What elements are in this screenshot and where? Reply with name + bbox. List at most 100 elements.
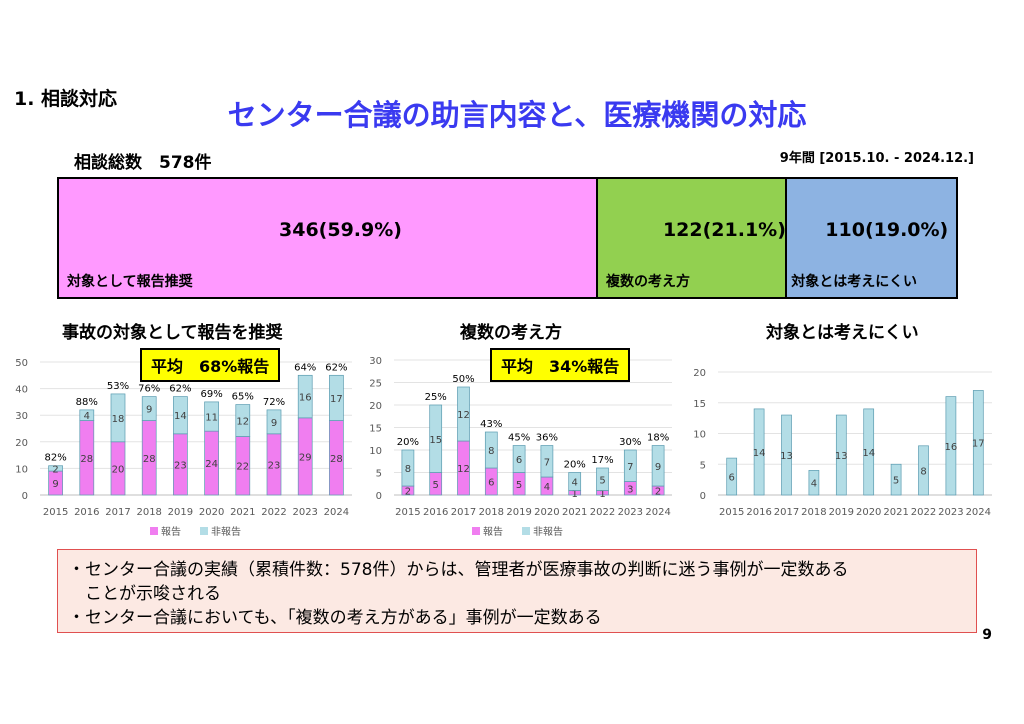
bar-segment-not-reported [623,449,637,482]
bar-value-label: 23 [174,460,187,471]
summary-value: 122(21.1%) [662,219,786,241]
panel-title-recommend: 事故の対象として報告を推奨 [62,323,283,343]
bar-segment-not-reported [835,414,847,496]
y-tick-label: 5 [376,469,382,480]
x-tick-label: 2015 [43,507,68,518]
bar-segment-not-reported [141,396,157,421]
x-tick-label: 2023 [938,507,963,518]
bar-segment-not-reported [972,390,984,496]
bar-segment-not-reported [457,386,470,442]
bar-segment-not-reported [204,401,219,432]
y-tick-label: 30 [369,356,382,367]
percent-label: 62% [169,384,191,395]
bar-value-label: 16 [945,442,958,453]
bar-value-label: 17 [972,439,985,450]
bar-value-label: 14 [862,448,875,459]
x-tick-label: 2020 [199,507,224,518]
average-badge-multiple: 平均 34%報告 [490,348,631,382]
bar-value-label: 23 [268,460,281,471]
legend-label: 報告 [161,525,181,538]
percent-label: 82% [44,453,66,464]
bar-segment-not-reported [48,465,63,472]
section-title: 1. 相談対応 [14,88,118,110]
bar-value-label: 6 [729,473,735,484]
bar-segment-not-reported [863,408,875,496]
bar-segment-not-reported [568,472,582,491]
bar-value-label: 8 [488,446,494,457]
y-tick-label: 0 [376,491,382,502]
x-tick-label: 2017 [451,507,476,518]
bar-segment-not-reported [110,393,126,443]
bar-value-label: 4 [84,411,90,422]
chart-recommend: 010203040509282%201528488%2016201853%201… [15,358,352,538]
bar-value-label: 4 [572,478,578,489]
summary-segment-multiple: 122(21.1%) 複数の考え方 [595,179,786,297]
y-tick-label: 0 [22,491,28,502]
x-tick-label: 2016 [423,507,448,518]
x-tick-label: 2016 [74,507,99,518]
x-tick-label: 2021 [883,507,908,518]
bar-value-label: 20 [112,464,125,475]
legend-swatch [522,527,530,535]
summary-stacked-bar: 346(59.9%) 対象として報告推奨 122(21.1%) 複数の考え方 1… [57,177,958,299]
percent-label: 20% [397,437,419,448]
percent-label: 18% [647,433,669,444]
x-tick-label: 2015 [719,507,744,518]
percent-label: 53% [107,381,129,392]
legend-swatch [200,527,208,535]
bar-value-label: 14 [174,411,187,422]
conclusion-line: ・センター合議の実績（累積件数：578件）からは、管理者が医療事故の判断に迷う事… [68,560,849,580]
bar-value-label: 2 [405,487,411,498]
y-tick-label: 20 [369,401,382,412]
bar-value-label: 16 [299,393,312,404]
bar-value-label: 1 [599,489,605,500]
percent-label: 43% [480,419,502,430]
x-tick-label: 2021 [230,507,255,518]
y-tick-label: 20 [15,438,28,449]
legend-swatch [472,527,480,535]
bar-value-label: 28 [143,454,156,465]
percent-label: 17% [591,455,613,466]
panel-title-multiple: 複数の考え方 [460,323,562,343]
bar-segment-not-reported [753,408,765,496]
bar-value-label: 13 [780,451,793,462]
legend-label: 非報告 [211,525,241,538]
x-tick-label: 2023 [292,507,317,518]
y-tick-label: 15 [369,424,382,435]
y-tick-label: 50 [15,358,28,369]
y-tick-label: 15 [693,399,706,410]
bar-value-label: 6 [516,455,522,466]
summary-segment-recommend: 346(59.9%) 対象として報告推奨 [59,179,596,297]
bar-segment-not-reported [808,470,820,496]
percent-label: 50% [452,374,474,385]
y-tick-label: 5 [700,460,706,471]
x-tick-label: 2018 [801,507,826,518]
bar-value-label: 9 [655,462,661,473]
summary-label: 対象とは考えにくい [791,274,918,290]
bar-segment-not-reported [429,404,443,473]
y-tick-label: 30 [15,411,28,422]
x-tick-label: 2018 [479,507,504,518]
y-tick-label: 40 [15,385,28,396]
bar-value-label: 28 [80,454,93,465]
bar-segment-not-reported [173,396,188,435]
x-tick-label: 2016 [746,507,771,518]
summary-segment-unlikely: 110(19.0%) 対象とは考えにくい [785,179,956,297]
percent-label: 62% [325,362,347,373]
percent-label: 88% [76,397,98,408]
x-tick-label: 2019 [506,507,531,518]
x-tick-label: 2015 [395,507,420,518]
x-tick-label: 2022 [590,507,615,518]
bar-segment-not-reported [726,457,738,496]
bar-value-label: 29 [299,452,312,463]
y-tick-label: 25 [369,379,382,390]
conclusion-line: ・センター合議においても、「複数の考え方がある」事例が一定数ある [68,608,602,628]
percent-label: 76% [138,384,160,395]
average-badge-recommend: 平均 68%報告 [140,348,281,382]
x-tick-label: 2020 [856,507,881,518]
panel-title-unlikely: 対象とは考えにくい [766,323,919,343]
percent-label: 30% [619,437,641,448]
bar-value-label: 3 [627,484,633,495]
x-tick-label: 2022 [261,507,286,518]
bar-value-label: 24 [205,459,218,470]
